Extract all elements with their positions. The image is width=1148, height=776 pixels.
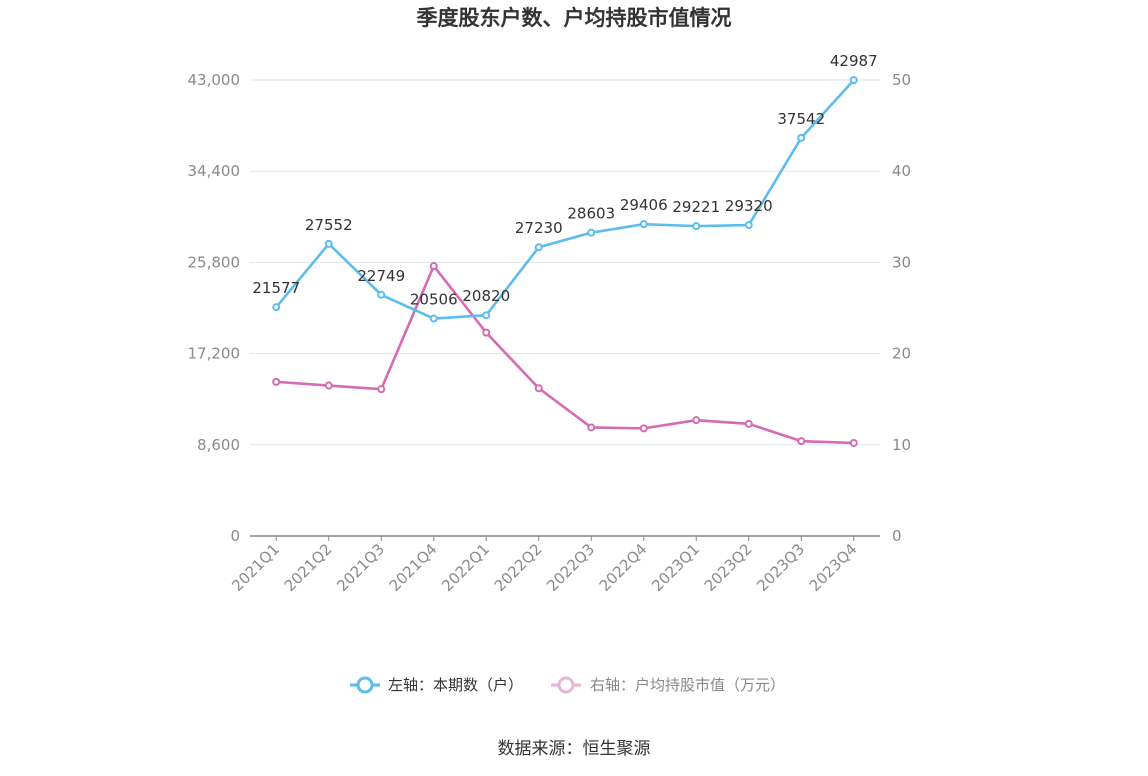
data-point-right[interactable]	[272, 377, 281, 386]
data-point-right[interactable]	[692, 416, 701, 425]
data-point-left[interactable]	[534, 243, 543, 252]
data-label: 37542	[777, 110, 825, 128]
series-line-right	[276, 264, 854, 445]
data-point-right[interactable]	[429, 262, 438, 271]
left-tick-label: 8,600	[197, 436, 240, 454]
right-tick-label: 50	[892, 71, 911, 89]
data-point-left[interactable]	[272, 303, 281, 312]
legend-label-left: 左轴：本期数（户）	[388, 676, 523, 694]
data-point-left[interactable]	[587, 228, 596, 237]
data-point-right[interactable]	[482, 328, 491, 337]
x-tick-label: 2021Q2	[281, 540, 336, 595]
data-point-left[interactable]	[324, 239, 333, 248]
left-tick-label: 43,000	[188, 71, 241, 89]
data-point-left[interactable]	[429, 314, 438, 323]
data-label: 20506	[410, 291, 458, 309]
data-point-right[interactable]	[849, 438, 858, 447]
data-label: 29221	[672, 198, 720, 216]
data-point-left[interactable]	[849, 76, 858, 85]
data-point-right[interactable]	[324, 381, 333, 390]
right-tick-label: 30	[892, 253, 911, 271]
legend: 左轴：本期数（户） 右轴：户均持股市值（万元）	[350, 676, 785, 694]
left-tick-label: 34,400	[188, 162, 241, 180]
data-point-right[interactable]	[587, 423, 596, 432]
data-label: 22749	[357, 267, 405, 285]
data-label: 21577	[252, 279, 300, 297]
x-tick-label: 2021Q4	[386, 540, 441, 595]
data-point-left[interactable]	[744, 221, 753, 230]
data-label: 42987	[830, 52, 878, 70]
data-label: 28603	[567, 205, 615, 223]
legend-label-right: 右轴：户均持股市值（万元）	[590, 676, 785, 694]
data-point-left[interactable]	[482, 311, 491, 320]
x-tick-label: 2022Q1	[438, 540, 493, 595]
x-tick-label: 2023Q1	[648, 540, 703, 595]
x-tick-label: 2023Q4	[806, 540, 861, 595]
legend-marker-left	[356, 676, 374, 694]
data-label: 27230	[515, 219, 563, 237]
grid	[250, 79, 880, 537]
data-point-left[interactable]	[692, 222, 701, 231]
source-note: 数据来源：恒生聚源	[498, 739, 651, 759]
data-point-left[interactable]	[639, 220, 648, 229]
left-tick-label: 25,800	[188, 253, 241, 271]
x-tick-label: 2021Q1	[228, 540, 283, 595]
right-tick-label: 0	[892, 527, 902, 545]
data-label: 29406	[620, 196, 668, 214]
x-tick-label: 2022Q2	[491, 540, 546, 595]
x-tick-label: 2022Q3	[543, 540, 598, 595]
data-point-left[interactable]	[377, 290, 386, 299]
data-label: 20820	[462, 287, 510, 305]
x-axis: 2021Q12021Q22021Q32021Q42022Q12022Q22022…	[228, 536, 861, 595]
right-tick-label: 40	[892, 162, 911, 180]
left-axis: 0 8,600 17,200 25,800 34,400 43,000	[188, 71, 241, 545]
left-tick-label: 17,200	[188, 345, 241, 363]
data-point-right[interactable]	[377, 385, 386, 394]
legend-marker-right	[557, 676, 575, 694]
data-point-right[interactable]	[534, 384, 543, 393]
x-tick-label: 2023Q2	[701, 540, 756, 595]
data-point-right[interactable]	[744, 419, 753, 428]
right-axis: 0 10 20 30 40 50	[892, 71, 911, 545]
chart-title: 季度股东户数、户均持股市值情况	[417, 6, 732, 30]
x-tick-label: 2022Q4	[596, 540, 651, 595]
right-tick-label: 20	[892, 345, 911, 363]
series-line-left	[275, 79, 855, 320]
data-label: 27552	[305, 216, 353, 234]
data-point-left[interactable]	[797, 133, 806, 142]
data-point-right[interactable]	[797, 437, 806, 446]
right-tick-label: 10	[892, 436, 911, 454]
x-tick-label: 2021Q3	[333, 540, 388, 595]
x-tick-label: 2023Q3	[753, 540, 808, 595]
legend-item-left[interactable]: 左轴：本期数（户）	[350, 676, 523, 694]
legend-item-right[interactable]: 右轴：户均持股市值（万元）	[551, 676, 785, 694]
data-label: 29320	[725, 197, 773, 215]
data-point-right[interactable]	[639, 424, 648, 433]
left-tick-label: 0	[230, 527, 240, 545]
